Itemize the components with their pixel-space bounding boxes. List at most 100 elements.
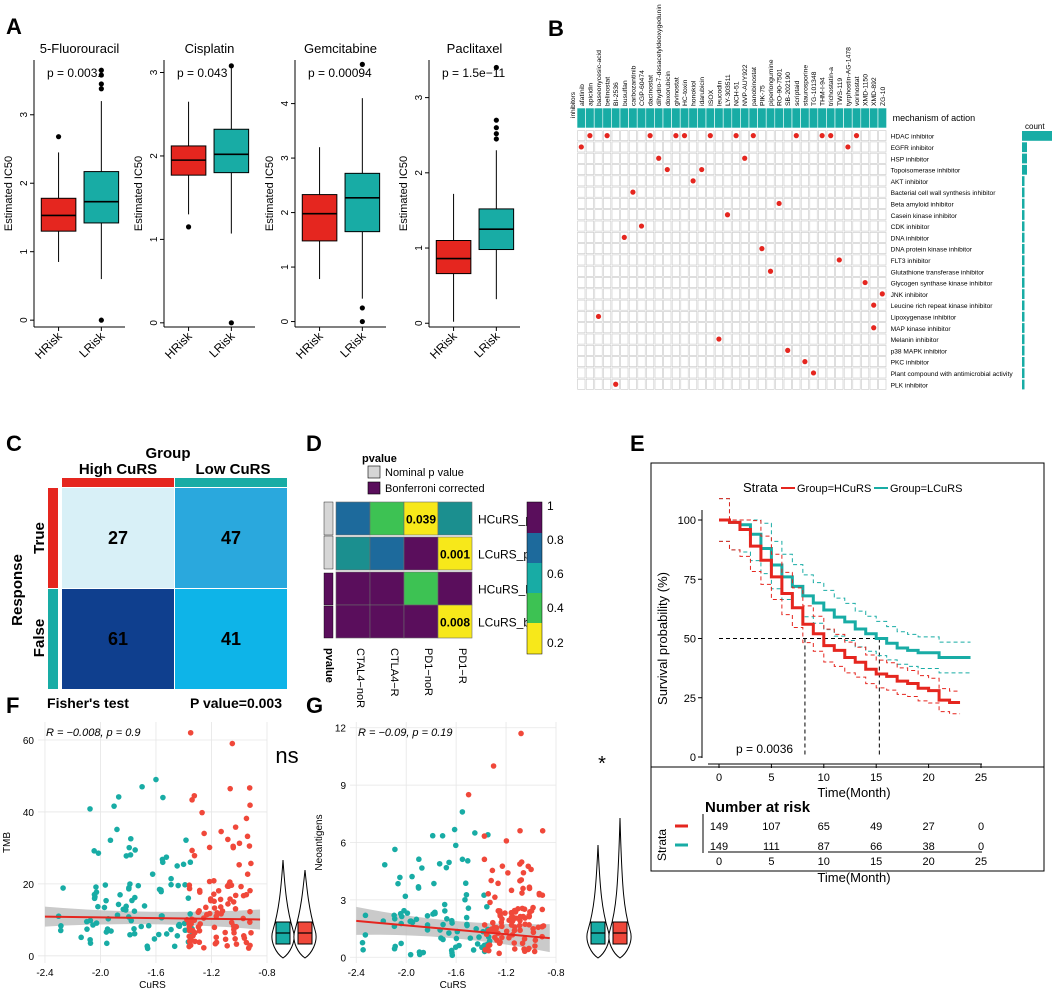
data-point (104, 926, 111, 932)
data-point (409, 919, 416, 926)
data-point (462, 896, 468, 903)
matrix-cell (620, 141, 629, 153)
matrix-cell (654, 265, 663, 277)
matrix-cell (826, 333, 835, 345)
boxplot-title: Cisplatin (185, 41, 235, 56)
drug-dot (862, 279, 868, 286)
matrix-cell (749, 333, 758, 345)
matrix-cell (740, 254, 749, 266)
matrix-cell (689, 220, 698, 232)
box-iqr (83, 171, 120, 224)
correlation-label: R = −0.09, p = 0.19 (358, 727, 453, 739)
matrix-cell (826, 152, 835, 164)
data-point (470, 947, 477, 953)
data-point (195, 924, 202, 930)
data-point (201, 944, 207, 951)
data-point (362, 912, 369, 919)
data-point (171, 943, 178, 950)
matrix-cell (603, 378, 612, 390)
matrix-cell (809, 344, 818, 356)
matrix-cell (757, 299, 766, 311)
matrix-cell (594, 152, 603, 164)
matrix-cell (706, 311, 715, 322)
matrix-cell (680, 265, 689, 277)
matrix-cell (809, 333, 818, 345)
matrix-cell (826, 175, 835, 187)
data-point (465, 905, 472, 911)
data-point (444, 916, 450, 922)
matrix-cell (680, 220, 689, 232)
data-point (93, 889, 100, 895)
data-point (397, 910, 404, 917)
drug-label: vorinostat (854, 76, 861, 106)
data-point (536, 891, 543, 898)
matrix-cell (628, 232, 637, 243)
drug-label: honokiol (691, 80, 698, 106)
matrix-cell (835, 198, 844, 209)
matrix-cell (749, 311, 758, 322)
matrix-cell (577, 322, 586, 334)
matrix-cell (706, 299, 715, 311)
matrix-cell (792, 198, 801, 209)
drug-dot (828, 133, 834, 139)
matrix-cell (757, 333, 766, 345)
matrix-cell (637, 130, 646, 142)
matrix-cell (843, 299, 852, 311)
matrix-cell (620, 164, 629, 175)
matrix-cell (646, 141, 655, 153)
matrix-cell (723, 220, 732, 232)
matrix-cell (723, 198, 732, 209)
legend-swatch-nominal (367, 465, 381, 479)
drug-dot (656, 155, 662, 161)
p-value-label: p = 0.0031 (47, 66, 104, 80)
matrix-cell (680, 164, 689, 175)
matrix-cell (671, 288, 680, 300)
matrix-cell (749, 164, 758, 175)
p-value-label: p = 1.5e−11 (442, 66, 505, 80)
matrix-cell (611, 164, 620, 175)
matrix-cell (861, 130, 870, 142)
matrix-cell (861, 232, 870, 243)
drug-label: ZG-10 (880, 87, 887, 106)
matrix-cell (603, 243, 612, 255)
matrix-cell (680, 243, 689, 255)
matrix-cell (654, 356, 663, 368)
matrix-cell (714, 152, 723, 164)
matrix-cell (835, 322, 844, 334)
drug-label: busulfan (622, 80, 629, 106)
data-point (517, 913, 524, 920)
survival-curve-H (719, 518, 961, 704)
data-point (402, 893, 409, 900)
matrix-cell (809, 288, 818, 300)
matrix-cell (723, 367, 732, 379)
matrix-cell (706, 356, 715, 368)
matrix-cell (775, 164, 784, 175)
matrix-cell (671, 164, 680, 175)
matrix-cell (783, 367, 792, 379)
row-label-false: False (31, 619, 48, 657)
matrix-cell (861, 299, 870, 311)
matrix-cell (792, 333, 801, 345)
matrix-cell (826, 265, 835, 277)
row-annot (323, 535, 334, 570)
matrix-cell (577, 356, 586, 368)
data-point (186, 927, 193, 934)
outlier-point (493, 117, 499, 123)
matrix-cell (766, 130, 775, 142)
matrix-cell (869, 209, 878, 221)
matrix-cell (740, 344, 749, 356)
matrix-cell (740, 175, 749, 187)
matrix-cell (714, 356, 723, 368)
matrix-cell (766, 209, 775, 221)
heat-col-label: PD1−R (456, 648, 468, 684)
box-lrisk (83, 67, 120, 323)
matrix-cell (852, 344, 861, 356)
data-point (126, 844, 133, 851)
matrix-cell (620, 356, 629, 368)
matrix-cell (637, 243, 646, 255)
matrix-cell (577, 220, 586, 232)
matrix-cell (757, 254, 766, 266)
colorbar-segment (527, 563, 542, 594)
matrix-cell (749, 367, 758, 379)
colorbar-segment (527, 533, 542, 564)
